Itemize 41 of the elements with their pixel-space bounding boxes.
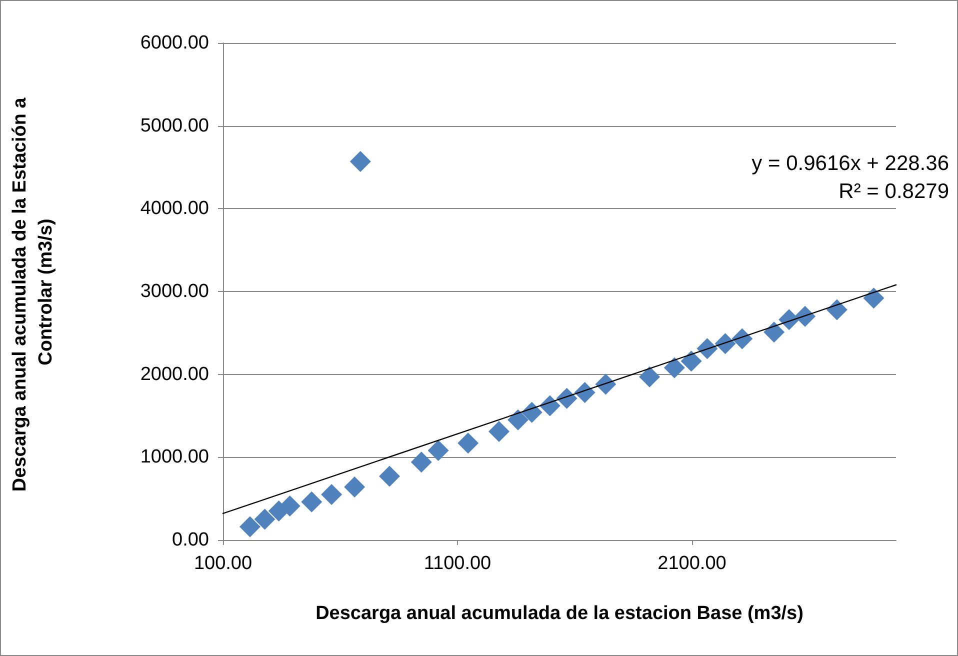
y-tick-label: 1000.00 [140, 446, 209, 468]
point [344, 476, 366, 498]
point [664, 357, 685, 378]
point [321, 484, 342, 505]
point [639, 366, 660, 388]
y-tick-label: 2000.00 [140, 364, 209, 385]
point [254, 508, 276, 530]
point [732, 328, 753, 350]
y-tick-label: 4000.00 [140, 198, 209, 220]
point [507, 409, 528, 430]
y-tick-label: 5000.00 [140, 115, 209, 136]
point [488, 420, 510, 442]
point [239, 516, 260, 538]
annotation: y = 0.9616x + 228.36 [752, 152, 949, 175]
point [863, 288, 884, 309]
point [539, 395, 560, 416]
y-axis-title: Descarga anual acumulada de la Estación a Controlar (m3/s) [10, 92, 56, 492]
point [458, 432, 479, 454]
point [428, 440, 449, 462]
point [556, 388, 578, 409]
point [574, 382, 596, 404]
y-tick-label: 0.00 [172, 530, 209, 550]
point [350, 150, 371, 172]
point [378, 466, 400, 487]
point [794, 306, 816, 327]
point [521, 402, 542, 423]
point [595, 374, 616, 395]
point [410, 452, 432, 473]
point [764, 322, 785, 343]
annotation: R² = 0.8279 [838, 180, 949, 203]
y-tick-label: 6000.00 [140, 32, 209, 54]
x-tick-label: 1100.00 [424, 553, 492, 574]
y-tick-label: 3000.00 [140, 281, 209, 302]
point [826, 299, 848, 320]
point [696, 338, 718, 360]
point [301, 491, 322, 512]
point [680, 350, 702, 372]
x-axis-title: Descarga anual acumulada de la estacion Base (m3/s) [316, 603, 804, 624]
point [714, 333, 736, 354]
x-tick-label: 2100.00 [658, 553, 726, 574]
x-tick-label: 100.00 [194, 553, 252, 574]
